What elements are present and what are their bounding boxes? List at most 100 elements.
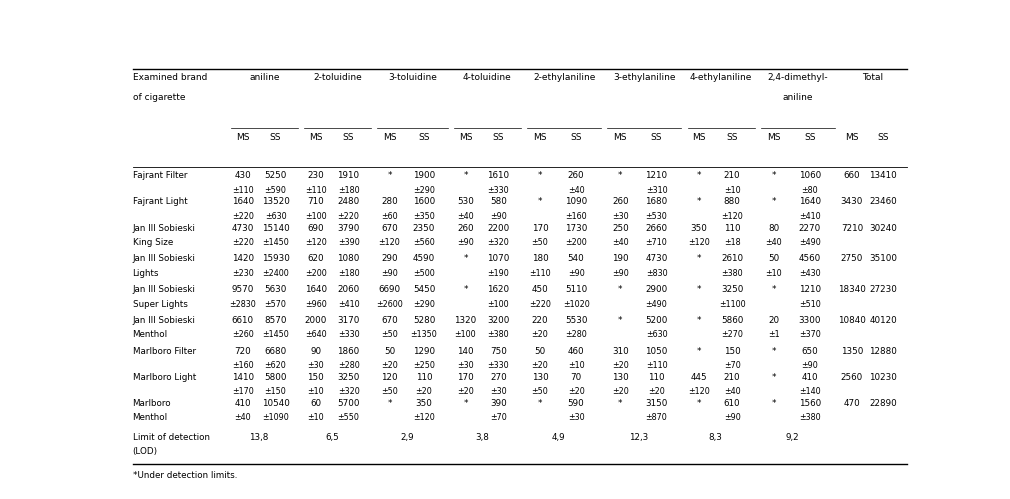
Text: 2900: 2900 — [645, 285, 668, 294]
Text: 1090: 1090 — [565, 198, 587, 207]
Text: ±220: ±220 — [231, 238, 254, 247]
Text: *: * — [697, 285, 702, 294]
Text: ±100: ±100 — [305, 212, 326, 221]
Text: 3790: 3790 — [337, 224, 360, 233]
Text: ±370: ±370 — [799, 330, 821, 339]
Text: ±120: ±120 — [413, 413, 435, 422]
Text: 5800: 5800 — [265, 373, 287, 382]
Text: ±270: ±270 — [721, 330, 743, 339]
Text: *Under detection limits.: *Under detection limits. — [132, 471, 237, 480]
Text: ±1020: ±1020 — [563, 299, 590, 309]
Text: 6,5: 6,5 — [325, 433, 339, 442]
Text: *: * — [537, 399, 542, 408]
Text: ±60: ±60 — [381, 212, 398, 221]
Text: 15140: 15140 — [262, 224, 290, 233]
Text: ±50: ±50 — [531, 238, 548, 247]
Text: *: * — [387, 171, 392, 180]
Text: ±530: ±530 — [645, 212, 668, 221]
Text: 12,3: 12,3 — [629, 433, 648, 442]
Text: ±40: ±40 — [612, 238, 628, 247]
Text: 2270: 2270 — [799, 224, 821, 233]
Text: 530: 530 — [457, 198, 474, 207]
Text: ±40: ±40 — [568, 186, 585, 195]
Text: Menthol: Menthol — [132, 330, 168, 339]
Text: 2-ethylaniline: 2-ethylaniline — [533, 72, 595, 81]
Text: MS: MS — [459, 133, 473, 142]
Text: MS: MS — [693, 133, 706, 142]
Text: aniline: aniline — [783, 92, 813, 101]
Text: ±630: ±630 — [645, 330, 668, 339]
Text: ±10: ±10 — [307, 387, 324, 396]
Text: ±280: ±280 — [337, 361, 360, 370]
Text: 710: 710 — [307, 198, 324, 207]
Text: 4,9: 4,9 — [551, 433, 565, 442]
Text: ±220: ±220 — [231, 212, 254, 221]
Text: 430: 430 — [234, 171, 251, 180]
Text: ±260: ±260 — [231, 330, 254, 339]
Text: 6680: 6680 — [265, 346, 287, 355]
Text: ±380: ±380 — [721, 269, 743, 278]
Text: ±490: ±490 — [645, 299, 668, 309]
Text: 170: 170 — [458, 373, 474, 382]
Text: King Size: King Size — [132, 238, 173, 247]
Text: ±220: ±220 — [529, 299, 550, 309]
Text: 30240: 30240 — [870, 224, 897, 233]
Text: ±100: ±100 — [488, 299, 509, 309]
Text: 5450: 5450 — [413, 285, 435, 294]
Text: 120: 120 — [381, 373, 398, 382]
Text: ±330: ±330 — [337, 330, 360, 339]
Text: 150: 150 — [307, 373, 324, 382]
Text: *: * — [697, 254, 702, 263]
Text: ±380: ±380 — [488, 330, 509, 339]
Text: 670: 670 — [381, 316, 398, 325]
Text: *: * — [772, 346, 776, 355]
Text: ±20: ±20 — [458, 387, 474, 396]
Text: ±90: ±90 — [381, 269, 398, 278]
Text: ±30: ±30 — [568, 413, 585, 422]
Text: 3170: 3170 — [337, 316, 360, 325]
Text: 3-toluidine: 3-toluidine — [388, 72, 437, 81]
Text: Examined brand: Examined brand — [132, 72, 207, 81]
Text: 1860: 1860 — [337, 346, 360, 355]
Text: 140: 140 — [458, 346, 474, 355]
Text: ±90: ±90 — [568, 269, 585, 278]
Text: ±2400: ±2400 — [263, 269, 289, 278]
Text: 50: 50 — [534, 346, 545, 355]
Text: ±2600: ±2600 — [376, 299, 403, 309]
Text: Fajrant Filter: Fajrant Filter — [132, 171, 187, 180]
Text: 15930: 15930 — [262, 254, 290, 263]
Text: ±100: ±100 — [454, 330, 477, 339]
Text: ±960: ±960 — [305, 299, 326, 309]
Text: ±40: ±40 — [234, 413, 250, 422]
Text: 4560: 4560 — [799, 254, 821, 263]
Text: 1080: 1080 — [337, 254, 360, 263]
Text: Marlboro Light: Marlboro Light — [132, 373, 196, 382]
Text: ±390: ±390 — [337, 238, 360, 247]
Text: 130: 130 — [531, 373, 548, 382]
Text: 750: 750 — [490, 346, 507, 355]
Text: ±170: ±170 — [231, 387, 254, 396]
Text: 13,8: 13,8 — [249, 433, 269, 442]
Text: ±20: ±20 — [648, 387, 665, 396]
Text: 590: 590 — [568, 399, 585, 408]
Text: 350: 350 — [691, 224, 708, 233]
Text: 110: 110 — [648, 373, 665, 382]
Text: Fajrant Light: Fajrant Light — [132, 198, 187, 207]
Text: ±90: ±90 — [612, 269, 628, 278]
Text: ±590: ±590 — [265, 186, 287, 195]
Text: 3200: 3200 — [487, 316, 509, 325]
Text: ±290: ±290 — [413, 186, 435, 195]
Text: SS: SS — [270, 133, 281, 142]
Text: 410: 410 — [234, 399, 250, 408]
Text: 2480: 2480 — [337, 198, 360, 207]
Text: 2060: 2060 — [337, 285, 360, 294]
Text: ±90: ±90 — [802, 361, 818, 370]
Text: ±70: ±70 — [724, 361, 740, 370]
Text: 23460: 23460 — [870, 198, 897, 207]
Text: MS: MS — [533, 133, 546, 142]
Text: ±50: ±50 — [531, 387, 548, 396]
Text: 2,4-dimethyl-: 2,4-dimethyl- — [768, 72, 828, 81]
Text: 1320: 1320 — [454, 316, 477, 325]
Text: 460: 460 — [568, 346, 585, 355]
Text: 1600: 1600 — [413, 198, 435, 207]
